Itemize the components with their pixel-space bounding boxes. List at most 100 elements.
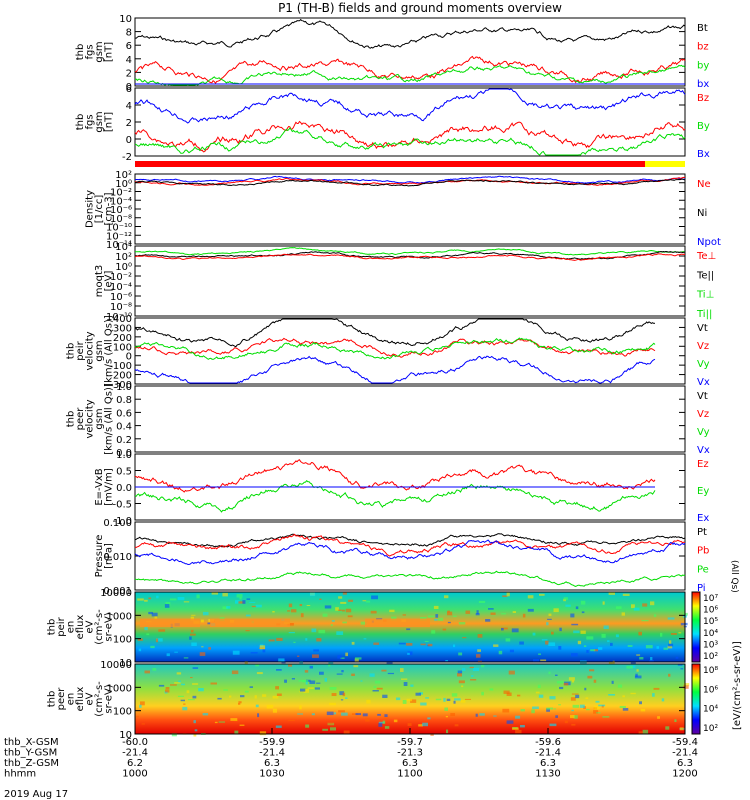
y-axis-label-line: Density bbox=[85, 190, 96, 228]
spectrogram-cell bbox=[546, 708, 550, 712]
spectrogram-cell bbox=[304, 670, 309, 673]
y-axis-label-line: thb bbox=[47, 691, 58, 708]
spectrogram-cell bbox=[608, 592, 615, 595]
spectrogram-cell bbox=[573, 715, 578, 719]
spectrogram-cell bbox=[642, 729, 649, 734]
spectrogram-cell bbox=[360, 680, 363, 682]
y-axis-label-line: [nT] bbox=[104, 112, 115, 132]
spectrogram-cell bbox=[144, 670, 150, 674]
spectrogram-cell bbox=[598, 704, 606, 707]
spectrogram-cell bbox=[240, 695, 245, 698]
vt-trace bbox=[134, 318, 656, 348]
y-axis-label-line: eflux bbox=[75, 687, 86, 712]
colorbar-tick-label: 10⁶ bbox=[703, 685, 718, 695]
spectrogram-cell bbox=[354, 658, 359, 663]
spectrogram-cell bbox=[222, 592, 228, 597]
spectrogram-cell bbox=[268, 639, 275, 642]
y-tick-label: 10² bbox=[115, 252, 132, 263]
spectrogram-cell bbox=[156, 638, 163, 642]
spectrogram-cell bbox=[656, 646, 659, 649]
spectrogram-cell bbox=[324, 677, 328, 682]
spectrogram-cell bbox=[447, 610, 450, 613]
spectrogram-cell bbox=[626, 665, 633, 669]
spectrogram-cell bbox=[470, 679, 477, 681]
spectrogram-cell bbox=[259, 645, 266, 650]
x-axis-value: 6.3 bbox=[540, 758, 556, 769]
spectrogram-cell bbox=[435, 614, 439, 618]
vz-trace bbox=[134, 337, 656, 358]
y-tick-label: 0.0 bbox=[116, 448, 132, 459]
y-axis-label-line: en bbox=[66, 621, 77, 634]
spectrogram-cell bbox=[434, 618, 438, 621]
spectrogram-cell bbox=[342, 692, 346, 697]
spectrogram-cell bbox=[615, 634, 619, 638]
spectrogram-cell bbox=[275, 725, 282, 728]
spectrogram-cell bbox=[670, 633, 677, 635]
spectrogram-cell bbox=[458, 652, 463, 656]
spectrogram-cell bbox=[478, 600, 486, 603]
legend-vy-label: Vy bbox=[697, 427, 710, 438]
y-axis-label-line: moqt3 bbox=[94, 265, 105, 298]
spectrogram-cell bbox=[211, 592, 218, 595]
spectrogram-cell bbox=[639, 657, 644, 660]
spectrogram-cell bbox=[570, 697, 576, 701]
x-axis-value: 6.2 bbox=[127, 758, 143, 769]
spectrogram-cell bbox=[174, 682, 181, 684]
spectrogram-cell bbox=[192, 695, 197, 699]
y-tick-label: 0 bbox=[126, 135, 132, 146]
spectrogram-cell bbox=[431, 630, 436, 634]
y-tick-label: 0.010 bbox=[103, 552, 132, 563]
y-tick-label: 0.100 bbox=[103, 518, 132, 529]
legend-vx-label: Vx bbox=[697, 445, 710, 456]
spectrogram-cell bbox=[165, 687, 170, 690]
spectrogram-cell bbox=[575, 694, 580, 699]
spectrogram-cell bbox=[427, 717, 431, 720]
y-axis-label-line: thb bbox=[66, 411, 77, 428]
spectrogram-cell bbox=[649, 660, 654, 662]
x-axis-value: 6.3 bbox=[677, 758, 693, 769]
spectrogram-cell bbox=[548, 613, 552, 616]
spectrogram-cell bbox=[640, 708, 646, 712]
spectrogram-cell bbox=[158, 684, 165, 687]
spectrogram-cell bbox=[501, 628, 504, 631]
spectrogram-cell bbox=[638, 631, 642, 636]
y-tick-label: 10⁻² bbox=[110, 272, 132, 283]
y-axis-label-line: peer bbox=[56, 687, 67, 711]
legend-bx-label: Bx bbox=[697, 149, 710, 160]
spectrogram-cell bbox=[309, 680, 316, 684]
panel-espec: 10000 1000 100 10 thbpeerenefluxeV(cm²-s-sr-… bbox=[47, 660, 690, 741]
legend-pb-label: Pb bbox=[697, 546, 709, 557]
spectrogram-cell bbox=[610, 642, 613, 646]
y-tick-label: 10⁻⁶ bbox=[110, 292, 132, 303]
y-tick-label: 4 bbox=[126, 55, 132, 66]
spectrogram-cell bbox=[331, 620, 335, 622]
spectrogram-cell bbox=[476, 654, 481, 658]
spectrogram-cell bbox=[324, 605, 332, 609]
y-axis-label-line: E=-VxB bbox=[94, 468, 105, 505]
spectrogram-cell bbox=[387, 672, 394, 675]
vy-trace bbox=[134, 337, 656, 360]
spectrogram-cell bbox=[650, 601, 655, 606]
colorbar-gradient bbox=[691, 591, 701, 663]
spectrogram-cell bbox=[170, 684, 177, 686]
spectrogram-cell bbox=[297, 713, 303, 715]
spectrogram-cell bbox=[602, 716, 610, 718]
spectrogram-cell bbox=[298, 679, 305, 682]
spectrogram-cell bbox=[515, 715, 521, 719]
spectrogram-cell bbox=[363, 638, 367, 640]
spectrogram-cell bbox=[593, 649, 599, 652]
spectrogram-cell bbox=[579, 704, 585, 708]
spectrogram-cell bbox=[493, 715, 497, 717]
spectrogram-cell bbox=[636, 669, 639, 672]
spectrogram-cell bbox=[501, 613, 506, 615]
spectrogram-cell bbox=[148, 611, 153, 615]
spectrogram-cell bbox=[288, 664, 293, 667]
spectrogram-cell bbox=[330, 624, 333, 626]
spectrogram-cell bbox=[152, 668, 157, 671]
status-bar-red bbox=[135, 161, 645, 167]
spectrogram-cell bbox=[489, 688, 494, 691]
spectrogram-cell bbox=[231, 670, 239, 675]
y-tick-label: 10⁻¹⁰ bbox=[106, 312, 132, 323]
spectrogram-cell bbox=[481, 665, 485, 668]
spectrogram-cell bbox=[677, 664, 683, 666]
